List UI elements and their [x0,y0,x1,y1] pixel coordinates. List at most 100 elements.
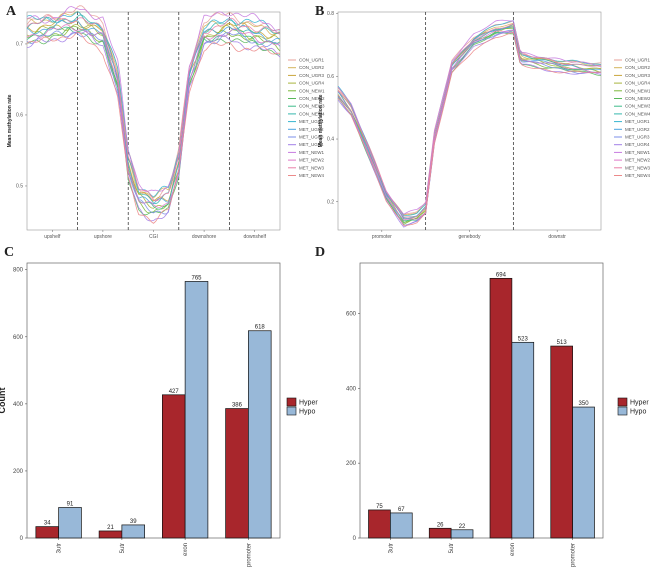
legend-label: MET_NEW1 [299,150,325,155]
legend-label: CON_NEW3 [299,104,325,109]
bar-value-label: 26 [437,522,444,528]
legend-label: Hyper [299,400,318,407]
x-tick-label: exon [510,543,516,556]
legend-label: MET_UGR2 [299,127,324,132]
y-tick-label: 0 [353,536,357,542]
bar-value-label: 39 [130,519,137,525]
bar-value-label: 34 [44,521,51,527]
series-line [26,19,281,205]
legend-label: MET_UGR2 [625,127,650,132]
series-line [26,26,281,210]
y-tick-label: 0 [20,536,24,542]
legend-label: CON_UGR1 [625,58,650,63]
bar-hypo [450,529,474,539]
y-tick-label: 600 [346,312,357,318]
bar-hyper [98,530,123,539]
bar-hypo [184,281,209,539]
x-tick-label: downshelf [243,234,266,240]
x-tick-label: CGI [149,234,158,240]
panel-letter-b: B [315,4,324,19]
legend-label: Hypo [630,409,646,416]
bar-hyper [162,394,186,539]
bar-value-label: 765 [192,275,203,281]
bar-hyper [489,277,513,539]
bar-value-label: 21 [107,525,114,531]
series-line [26,15,281,202]
panel-b-methylation-profile: 0.8 0.6 0.4 0.2 promoter genebody downstr Mean … [318,11,650,240]
x-tick-label: upshore [94,234,112,240]
bar-value-label: 75 [376,504,383,510]
bar-value-label: 22 [459,524,466,530]
legend-label: CON_UGR2 [625,65,650,70]
legend-swatch [286,397,297,407]
legend-label: CON_NEW2 [299,96,325,101]
x-tick-label: promoter [571,543,577,567]
panel-letter-d: D [315,245,325,260]
legend-label: CON_UGR3 [299,73,325,78]
legend-label: MET_NEW2 [625,158,650,163]
y-tick-label: 800 [13,268,24,274]
bar-value-label: 67 [398,507,405,513]
y-axis-label: Mean methylation rate [7,94,13,147]
legend-label: CON_NEW4 [625,111,650,116]
bar-value-label: 618 [255,325,266,331]
x-tick-label: 3utr [57,543,63,553]
series-line [26,18,281,202]
y-tick-label: 0.2 [327,199,334,205]
legend-label: CON_NEW3 [625,104,650,109]
bar-value-label: 386 [232,403,243,409]
y-tick-label: 0.5 [16,184,23,190]
y-tick-label: 600 [13,335,24,341]
y-axis-label: Count [0,388,7,414]
y-tick-label: 0.6 [327,74,334,80]
legend-swatch [286,406,297,416]
legend-label: CON_NEW4 [299,111,325,116]
x-tick-label: upshelf [44,234,61,240]
legend-label: MET_UGR1 [625,119,650,124]
panel-a-methylation-profile: 0.7 0.6 0.5 upshelf upshore CGI downshore downs… [7,5,325,240]
legend-label: CON_UGR3 [625,73,650,78]
legend-label: MET_UGR3 [625,135,650,140]
x-tick-label: promoter [372,234,392,240]
y-tick-label: 200 [346,461,357,467]
bar-value-label: 91 [67,501,74,507]
legend-label: CON_UGR2 [299,65,325,70]
legend-label: MET_NEW4 [625,173,650,178]
bar-value-label: 350 [579,401,590,407]
y-tick-label: 400 [13,402,24,408]
legend-label: MET_NEW3 [625,165,650,170]
legend-label: CON_UGR1 [299,58,325,63]
bar-hypo [390,512,413,539]
legend-label: Hyper [630,400,649,407]
panel-letter-a: A [6,4,17,19]
legend-label: MET_NEW4 [299,173,325,178]
x-tick-label: downshore [192,234,217,240]
x-tick-label: genebody [459,234,481,240]
bar-hypo [248,330,272,539]
bar-hyper [225,408,249,539]
y-axis-label: Mean methylation rate [318,94,324,147]
bar-hypo [511,341,535,539]
plot-frame [26,11,281,231]
bar-hyper [368,509,391,539]
series-line [337,29,602,226]
bar-value-label: 694 [496,272,507,278]
x-tick-label: 5utr [449,543,455,553]
panel-c-bar-chart: 0 200 400 600 800 3utr 34 91 5utr 21 39 exon 427 765 p… [0,262,318,567]
series-line [26,31,281,224]
bar-value-label: 523 [518,336,529,342]
legend-label: Hypo [299,409,315,416]
y-tick-label: 0.8 [327,11,334,17]
panel-d-bar-chart: 0 200 400 600 3utr 75 67 5utr 26 22 exon 694 523 prom… [346,262,649,567]
legend-label: MET_UGR1 [299,119,324,124]
legend-swatch [617,397,628,407]
series-line [26,26,281,216]
legend-label: CON_UGR4 [625,81,650,86]
panel-letter-c: C [4,245,14,260]
series-line [337,31,602,226]
y-tick-label: 0.7 [16,42,23,48]
y-tick-label: 200 [13,469,24,475]
legend-label: CON_NEW1 [625,88,650,93]
series-line [26,30,281,222]
legend-label: MET_NEW1 [625,150,650,155]
